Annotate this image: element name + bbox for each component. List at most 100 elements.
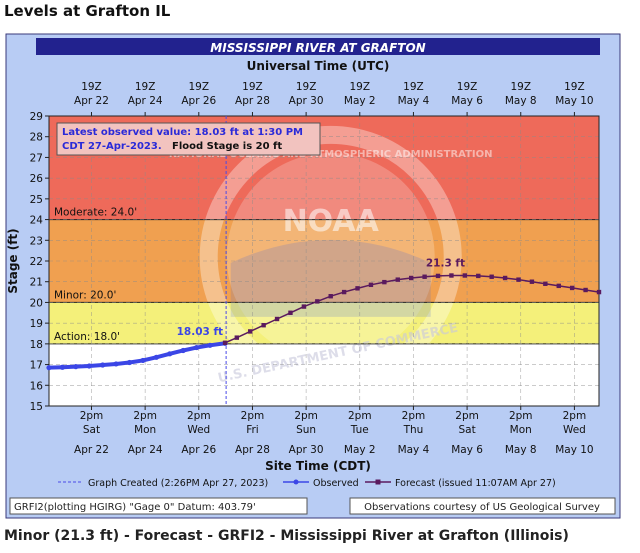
legend-forecast-marker (375, 479, 381, 485)
y-tick-label: 15 (30, 401, 43, 413)
top-tick-date: May 6 (451, 95, 483, 107)
bottom-tick-time: 2pm (187, 410, 211, 422)
bottom-tick-time: 2pm (509, 410, 533, 422)
y-tick-label: 26 (30, 173, 44, 185)
forecast-crest-label: 21.3 ft (426, 258, 465, 270)
bottom-tick-day: Fri (246, 424, 259, 436)
forecast-point (435, 273, 441, 279)
info-box-line1: Latest observed value: 18.03 ft at 1:30 … (62, 127, 303, 138)
flood-stage-label-2: Action: 18.0' (54, 331, 120, 343)
forecast-point (569, 285, 575, 291)
observed-point (180, 347, 186, 354)
top-tick-date: Apr 24 (128, 95, 163, 107)
forecast-point (395, 277, 400, 282)
footer-left: GRFI2(plotting HGIRG) "Gage 0" Datum: 40… (14, 502, 256, 513)
forecast-point (543, 281, 548, 286)
bottom-tick-time: 2pm (455, 410, 479, 422)
forecast-point (596, 289, 602, 295)
forecast-point (341, 289, 347, 295)
flood-band-2 (49, 343, 599, 406)
observed-point (46, 365, 52, 371)
forecast-point (222, 340, 228, 346)
watermark-logo-text: NOAA (283, 204, 380, 239)
forecast-point (301, 304, 307, 309)
y-tick-label: 25 (30, 194, 43, 206)
bottom-tick-date: Apr 22 (74, 444, 109, 456)
top-tick-hour: 19Z (403, 81, 424, 93)
bottom-tick-time: 2pm (294, 410, 318, 422)
forecast-point (355, 286, 360, 291)
legend-observed-marker (293, 479, 299, 485)
bottom-tick-day: Wed (563, 424, 586, 436)
x-axis-label: Site Time (CDT) (265, 459, 371, 473)
observed-point (153, 354, 159, 360)
title-bar (36, 38, 600, 55)
bottom-tick-date: Apr 30 (289, 444, 324, 456)
forecast-point (408, 275, 414, 281)
forecast-point (422, 274, 427, 279)
y-tick-label: 18 (30, 339, 43, 351)
top-tick-date: May 2 (344, 95, 376, 107)
y-tick-label: 16 (30, 380, 44, 392)
page-caption: Minor (21.3 ft) - Forecast - GRFI2 - Mis… (4, 528, 569, 544)
observed-point (193, 344, 200, 351)
y-tick-label: 17 (30, 360, 43, 372)
y-tick-label: 22 (30, 256, 43, 268)
bottom-tick-date: May 8 (505, 444, 537, 456)
flood-stage-label-0: Moderate: 24.0' (54, 207, 137, 219)
watermark-disc (226, 152, 435, 361)
bottom-tick-date: May 2 (344, 444, 376, 456)
forecast-point (449, 273, 454, 278)
bottom-tick-time: 2pm (241, 410, 265, 422)
bottom-tick-day: Thu (403, 424, 424, 436)
top-tick-date: May 4 (398, 95, 430, 107)
forecast-point (328, 294, 333, 299)
legend-observed-label: Observed (313, 478, 359, 489)
watermark-ring (199, 125, 462, 388)
legend-forecast-label: Forecast (issued 11:07AM Apr 27) (395, 478, 556, 489)
forecast-point (368, 282, 374, 288)
bottom-tick-time: 2pm (563, 410, 587, 422)
y-tick-label: 20 (30, 297, 43, 309)
forecast-point (234, 335, 240, 340)
top-tick-date: Apr 26 (181, 95, 216, 107)
bottom-tick-day: Mon (134, 424, 156, 436)
bottom-tick-day: Sat (83, 424, 100, 436)
observed-point (207, 342, 213, 348)
bottom-tick-time: 2pm (348, 410, 372, 422)
top-tick-date: May 10 (555, 95, 593, 107)
bottom-tick-date: May 4 (398, 444, 430, 456)
bottom-tick-day: Mon (510, 424, 532, 436)
forecast-point (315, 299, 320, 304)
bottom-tick-date: May 10 (555, 444, 593, 456)
top-axis-label: Universal Time (UTC) (247, 59, 390, 73)
observed-point (73, 364, 79, 370)
y-tick-label: 24 (30, 215, 44, 227)
bottom-tick-date: Apr 24 (128, 444, 163, 456)
bottom-tick-day: Wed (187, 424, 210, 436)
top-tick-date: Apr 22 (74, 95, 109, 107)
y-tick-label: 29 (30, 111, 43, 123)
forecast-point (529, 279, 535, 284)
observed-point (86, 363, 92, 369)
page-heading: Levels at Grafton IL (4, 2, 171, 20)
chart-title: MISSISSIPPI RIVER AT GRAFTON (210, 41, 425, 55)
bottom-tick-day: Sun (296, 424, 316, 436)
bottom-tick-day: Tue (350, 424, 369, 436)
info-box (56, 122, 321, 156)
footer-right: Observations courtesy of US Geological S… (364, 502, 600, 513)
observed-point (140, 357, 146, 364)
flood-stage-label-1: Minor: 20.0' (54, 289, 116, 301)
forecast-point (556, 283, 561, 289)
y-axis-label: Stage (ft) (6, 228, 20, 293)
forecast-point (382, 279, 387, 285)
forecast-point (476, 273, 481, 279)
observed-point (100, 362, 106, 368)
observed-point (59, 364, 66, 370)
bottom-tick-time: 2pm (402, 410, 426, 422)
footer-left-box (9, 497, 308, 515)
info-box-flood-stage: Flood Stage is 20 ft (172, 141, 282, 152)
top-tick-hour: 19Z (457, 81, 478, 93)
top-tick-hour: 19Z (296, 81, 317, 93)
